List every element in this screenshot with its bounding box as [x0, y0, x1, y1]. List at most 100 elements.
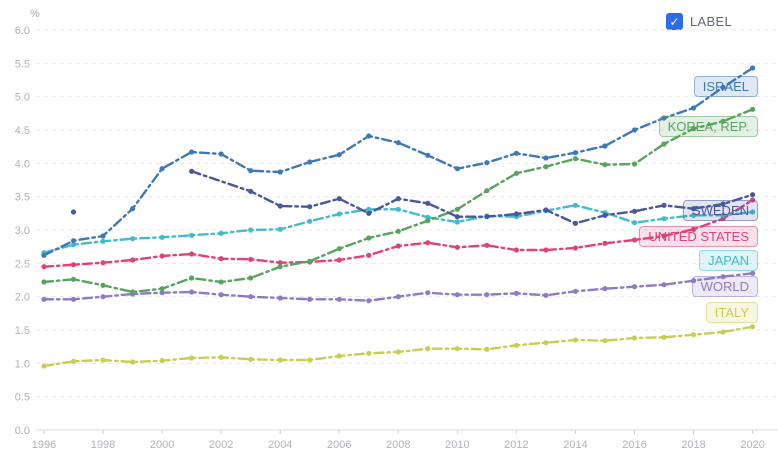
data-point [720, 329, 726, 335]
data-point [41, 363, 47, 369]
data-point [129, 289, 136, 295]
data-point [750, 197, 756, 203]
data-point [484, 242, 490, 248]
x-tick-label: 2004 [268, 439, 292, 451]
data-point [366, 350, 372, 356]
data-point [661, 233, 667, 239]
data-point [690, 105, 697, 111]
series-line-sweden [190, 170, 754, 225]
label-toggle-text: LABEL [690, 14, 732, 29]
data-point [277, 169, 283, 175]
data-point [70, 209, 77, 215]
data-point [100, 294, 106, 300]
data-point [543, 247, 549, 253]
data-point [661, 202, 667, 208]
y-tick-label: 1.5 [15, 325, 30, 337]
data-point [70, 238, 77, 244]
data-point [41, 279, 47, 285]
series-label-korea-rep-: KOREA, REP. [658, 116, 758, 137]
data-point [750, 192, 756, 198]
data-point [513, 342, 520, 348]
data-point [159, 358, 165, 364]
data-point [631, 220, 638, 226]
y-tick-label: 6.0 [15, 25, 30, 37]
data-point [484, 292, 490, 298]
data-point [248, 188, 254, 194]
data-point [189, 168, 195, 174]
data-point [602, 143, 608, 149]
data-point [750, 106, 756, 112]
data-point [189, 275, 195, 281]
data-point [248, 356, 254, 362]
x-tick-label: 2008 [386, 439, 410, 451]
data-point [425, 218, 431, 224]
data-point [395, 206, 401, 212]
data-point [336, 246, 342, 252]
data-point [100, 233, 106, 239]
data-point [572, 202, 579, 208]
data-point [513, 170, 520, 176]
data-point [307, 159, 313, 165]
data-point [41, 264, 47, 270]
y-tick-label: 2.0 [15, 292, 30, 304]
data-point [395, 228, 401, 234]
series-label-italy: ITALY [705, 302, 758, 323]
data-point [484, 160, 490, 166]
data-point [454, 219, 460, 225]
data-point [70, 358, 77, 364]
data-point [277, 260, 283, 266]
data-point [690, 206, 697, 212]
data-point [336, 211, 342, 217]
data-point [277, 203, 283, 209]
data-point [602, 240, 608, 246]
data-point [70, 262, 77, 268]
data-point [100, 282, 106, 288]
data-point [513, 150, 520, 156]
checkbox-checked-icon[interactable]: ✓ [666, 13, 684, 30]
data-point [425, 152, 431, 158]
data-point [484, 214, 490, 220]
data-point [690, 226, 697, 232]
data-point [543, 340, 549, 346]
data-point [307, 204, 313, 210]
data-point [454, 244, 460, 250]
data-point [248, 227, 254, 233]
data-point [425, 200, 431, 206]
data-point [189, 232, 195, 238]
data-point [129, 257, 136, 263]
data-point [218, 279, 224, 285]
data-point [277, 226, 283, 232]
data-point [661, 282, 667, 288]
data-point [307, 357, 313, 363]
data-point [129, 359, 136, 365]
data-point [602, 286, 608, 292]
y-tick-label: 5.0 [15, 92, 30, 104]
data-point [631, 208, 638, 214]
label-toggle: ✓ LABEL [666, 13, 732, 30]
data-point [543, 292, 549, 298]
y-tick-label: 3.0 [15, 225, 30, 237]
data-point [336, 152, 342, 158]
data-point [395, 243, 401, 249]
data-point [366, 298, 372, 304]
data-point [189, 251, 195, 257]
data-point [70, 296, 77, 302]
data-point [70, 276, 77, 282]
data-point [41, 252, 47, 258]
data-point [572, 150, 579, 156]
data-point [543, 207, 549, 213]
data-point [218, 354, 224, 360]
data-point [572, 156, 579, 162]
data-point [248, 256, 254, 262]
data-point [189, 149, 195, 155]
y-tick-label: 1.0 [15, 358, 30, 370]
x-tick-label: 1998 [91, 439, 115, 451]
data-point [129, 236, 136, 242]
data-point [218, 256, 224, 262]
data-point [189, 289, 195, 295]
data-point [336, 296, 342, 302]
data-point [454, 206, 460, 212]
data-point [631, 127, 638, 133]
